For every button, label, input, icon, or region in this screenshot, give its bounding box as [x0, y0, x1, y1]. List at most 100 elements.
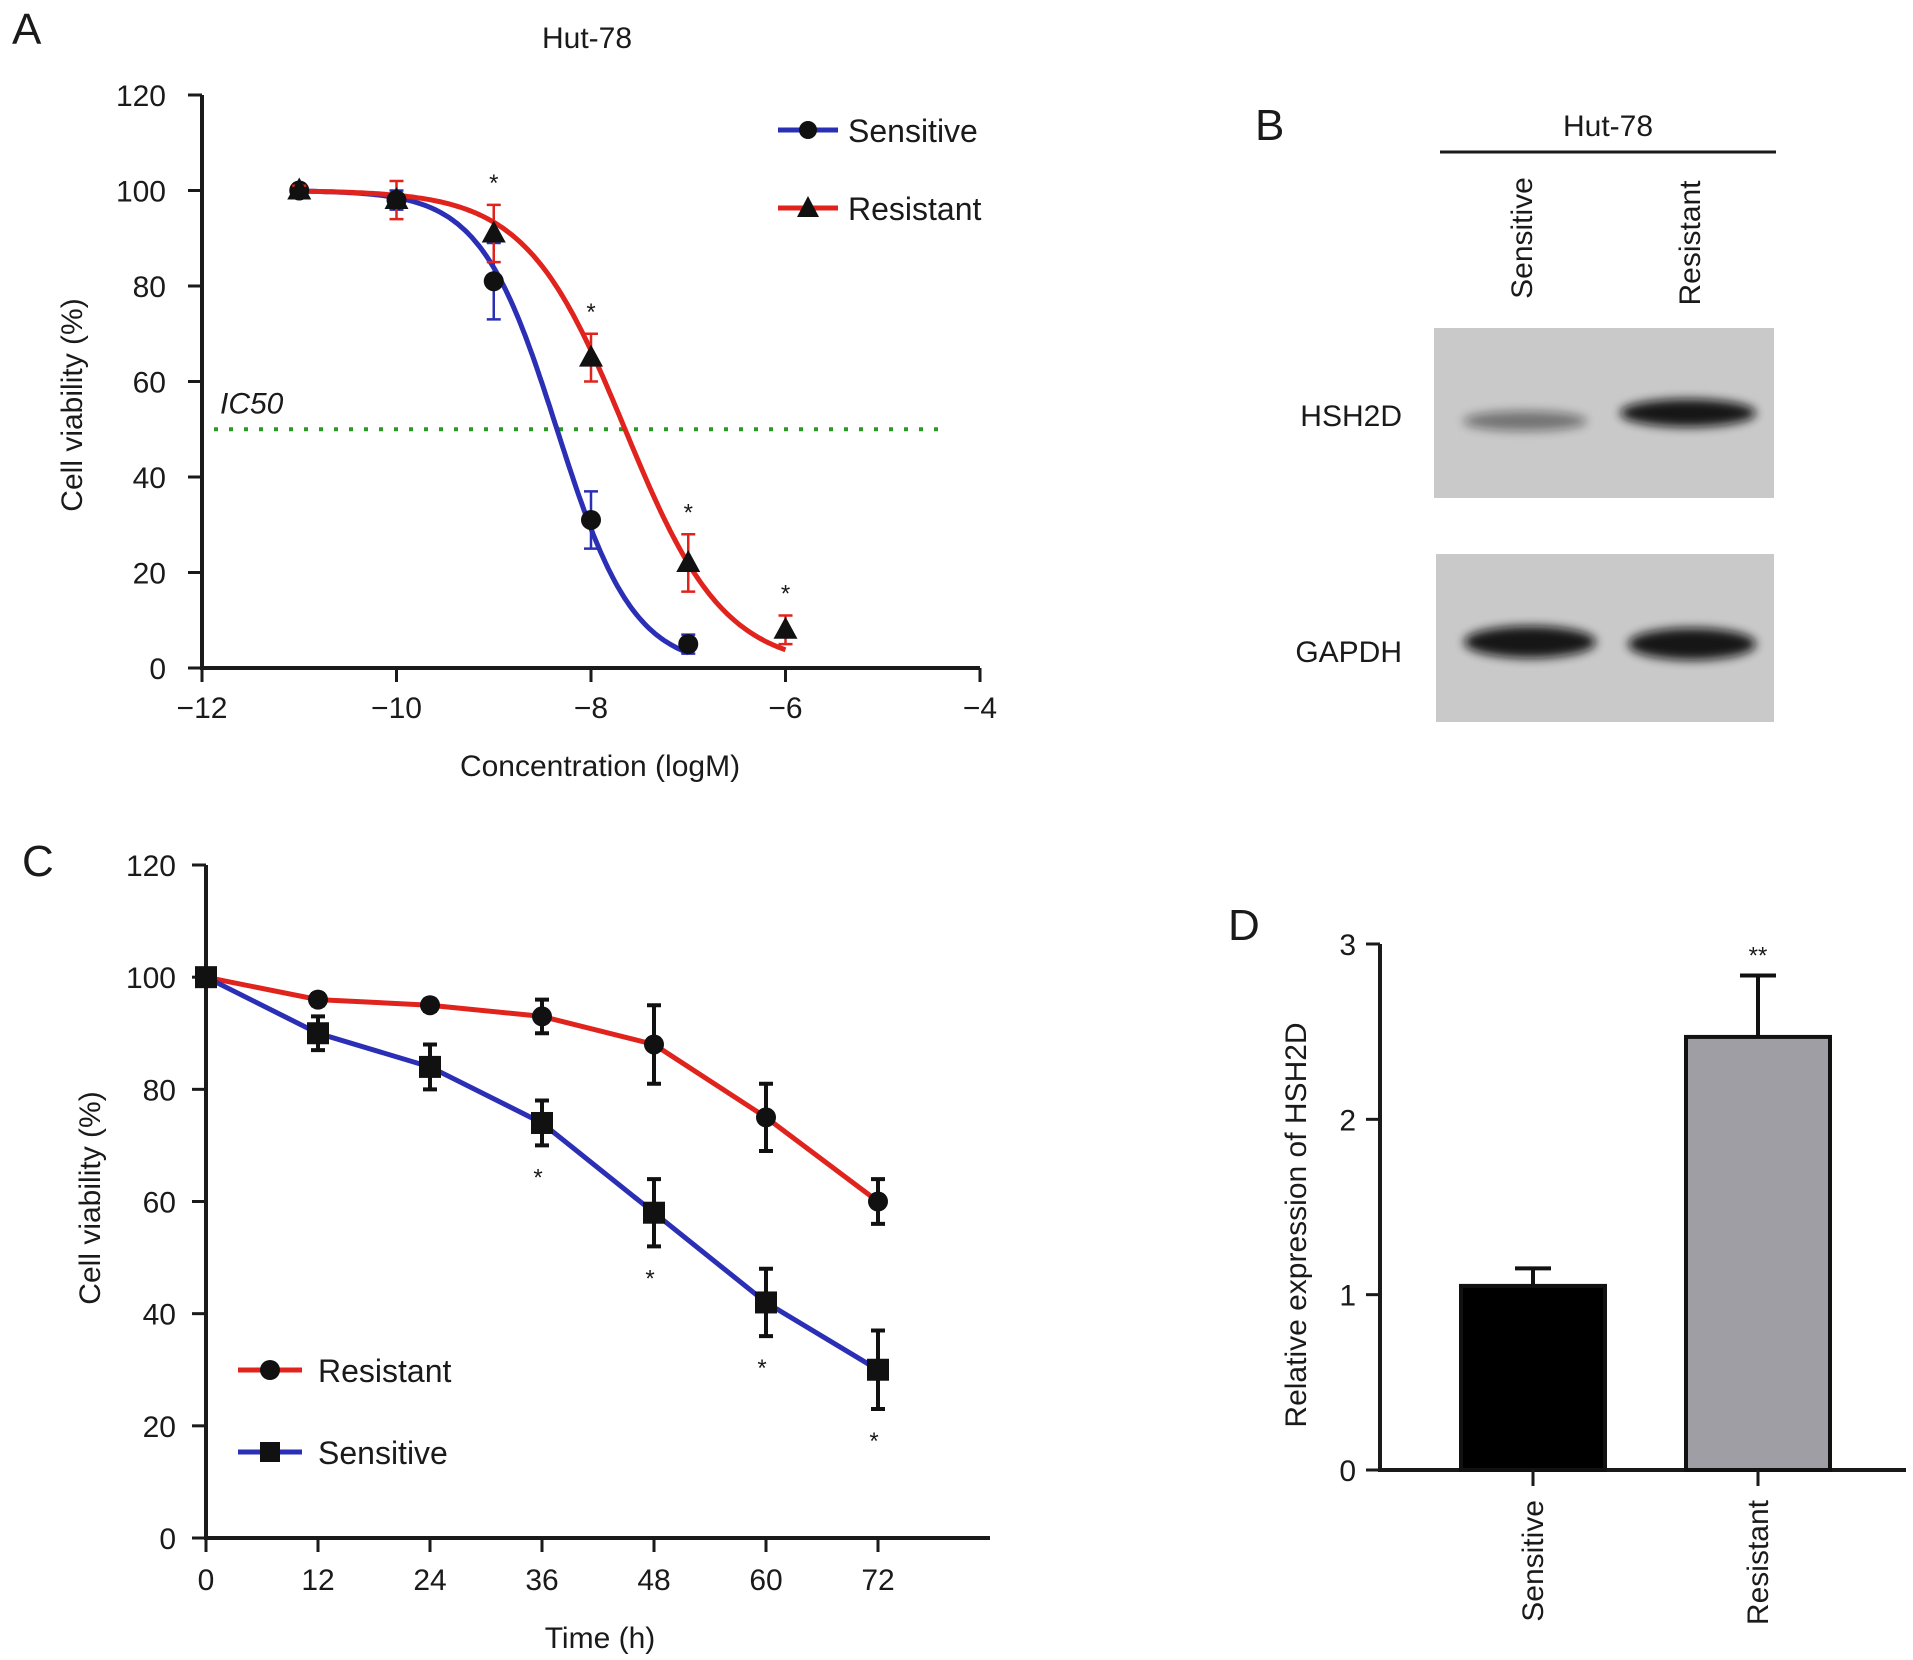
chart-a-y-tick-label: 40	[133, 462, 166, 495]
chart-c-x-tick-label: 60	[749, 1564, 782, 1597]
ic50-label: IC50	[220, 387, 284, 420]
data-point-resistant	[868, 1191, 888, 1212]
bar-resistant	[1684, 1034, 1832, 1472]
chart-a-y-tick-label: 100	[116, 176, 166, 209]
chart-a-y-tick-label: 60	[133, 367, 166, 400]
legend-resistant-marker	[260, 1360, 280, 1380]
fit-curve-resistant	[299, 188, 787, 653]
chart-a-title: Hut-78	[542, 22, 632, 55]
chart-c-y-tick-label: 80	[143, 1074, 176, 1107]
chart-c-x-tick-label: 36	[525, 1564, 558, 1597]
chart-c-x-tick-label: 0	[198, 1564, 215, 1597]
blot-band-hsh2d-sensitive	[1463, 411, 1587, 431]
expression-bar-chart: 0 1 2 3 Sensitive Resistant ** Relative expr…	[1280, 929, 1906, 1625]
blot-row-label-hsh2d: HSH2D	[1300, 400, 1402, 433]
chart-d-y-tick-label: 1	[1339, 1280, 1356, 1313]
blot-row-label-gapdh: GAPDH	[1295, 636, 1402, 669]
blot-band-gapdh-sensitive	[1464, 626, 1596, 658]
panel-label-d: D	[1228, 901, 1260, 950]
significance-marker: *	[533, 1164, 542, 1191]
chart-c-y-axis-label: Cell viability (%)	[74, 1091, 107, 1304]
chart-a-legend: Sensitive Resistant	[778, 113, 982, 227]
chart-d-x-tick-label: Sensitive	[1517, 1500, 1550, 1622]
significance-marker: **	[1749, 943, 1768, 970]
data-point-sensitive	[195, 966, 217, 989]
blot-band-hsh2d-resistant	[1620, 399, 1756, 427]
chart-c-x-tick-label: 48	[637, 1564, 670, 1597]
data-point-resistant	[481, 220, 506, 243]
time-course-chart: 0 12 24 36 48 60 72 0 20 40 60 80 100 120 * * * * Cell v…	[74, 850, 990, 1655]
data-point-resistant	[644, 1034, 664, 1055]
significance-marker: *	[781, 580, 790, 607]
data-point-sensitive	[867, 1358, 889, 1381]
chart-d-x-tick-label: Resistant	[1742, 1499, 1775, 1625]
chart-d-y-tick-label: 3	[1339, 929, 1356, 962]
chart-d-y-axis-label: Relative expression of HSH2D	[1280, 1022, 1313, 1427]
significance-marker: *	[757, 1355, 766, 1382]
legend-resistant-label: Resistant	[318, 1353, 452, 1389]
chart-a-y-tick-label: 0	[149, 653, 166, 686]
chart-c-legend: Resistant Sensitive	[238, 1353, 452, 1471]
legend-sensitive-label: Sensitive	[318, 1435, 448, 1471]
legend-sensitive-marker	[799, 121, 817, 139]
chart-a-y-tick-label: 80	[133, 271, 166, 304]
chart-c-x-tick-label: 72	[861, 1564, 894, 1597]
legend-resistant-marker	[797, 196, 819, 217]
blot-lane-label-sensitive: Sensitive	[1506, 177, 1539, 299]
chart-c-y-tick-label: 120	[126, 850, 176, 883]
significance-marker: *	[489, 170, 498, 197]
significance-marker: *	[684, 499, 693, 526]
data-point-resistant	[756, 1107, 776, 1128]
blot-title: Hut-78	[1563, 110, 1653, 143]
chart-a-y-axis-label: Cell viability (%)	[56, 298, 89, 511]
chart-a-y-tick-label: 120	[116, 80, 166, 113]
chart-a-x-tick-label: −12	[177, 692, 228, 725]
chart-c-y-tick-label: 40	[143, 1299, 176, 1332]
chart-a-x-tick-label: −4	[963, 692, 997, 725]
data-point-sensitive	[643, 1201, 665, 1224]
bar-sensitive	[1459, 1283, 1607, 1473]
data-point-resistant	[308, 989, 328, 1010]
chart-c-y-tick-label: 20	[143, 1411, 176, 1444]
data-point-resistant	[420, 995, 440, 1016]
legend-resistant-label: Resistant	[848, 191, 982, 227]
western-blot: Hut-78 Sensitive Resistant HSH2D GAPDH	[1295, 110, 1776, 722]
data-point-sensitive	[755, 1291, 777, 1314]
chart-a-x-tick-label: −10	[371, 692, 422, 725]
data-point-sensitive	[678, 634, 699, 655]
data-point-resistant	[532, 1006, 552, 1027]
panel-label-c: C	[22, 837, 54, 886]
chart-d-y-tick-label: 2	[1339, 1104, 1356, 1137]
data-point-sensitive	[581, 509, 601, 530]
data-point-resistant	[287, 177, 312, 200]
significance-marker: *	[645, 1265, 654, 1292]
data-point-resistant	[773, 616, 798, 639]
data-point-resistant	[676, 549, 701, 572]
chart-c-y-tick-label: 60	[143, 1187, 176, 1220]
data-point-sensitive	[531, 1111, 553, 1134]
chart-a-x-axis-label: Concentration (logM)	[460, 750, 740, 783]
significance-marker: *	[869, 1428, 878, 1455]
chart-c-x-tick-label: 12	[301, 1564, 334, 1597]
data-point-sensitive	[419, 1055, 441, 1078]
panel-label-a: A	[12, 5, 42, 54]
chart-c-x-axis-label: Time (h)	[545, 1622, 656, 1655]
legend-sensitive-label: Sensitive	[848, 113, 978, 149]
blot-lane-label-resistant: Resistant	[1674, 180, 1707, 306]
chart-c-x-tick-label: 24	[413, 1564, 446, 1597]
chart-a-x-tick-label: −8	[574, 692, 608, 725]
data-point-sensitive	[307, 1022, 329, 1045]
legend-sensitive-marker	[260, 1442, 280, 1462]
data-point-sensitive	[483, 271, 504, 292]
chart-d-y-tick-label: 0	[1339, 1455, 1356, 1488]
chart-a-y-tick-label: 20	[133, 558, 166, 591]
chart-c-y-tick-label: 0	[159, 1523, 176, 1556]
chart-c-y-tick-label: 100	[126, 962, 176, 995]
data-point-resistant	[384, 187, 409, 210]
significance-marker: *	[586, 299, 595, 326]
chart-a-x-tick-label: −6	[768, 692, 802, 725]
panel-label-b: B	[1255, 101, 1284, 150]
data-point-resistant	[579, 344, 603, 367]
